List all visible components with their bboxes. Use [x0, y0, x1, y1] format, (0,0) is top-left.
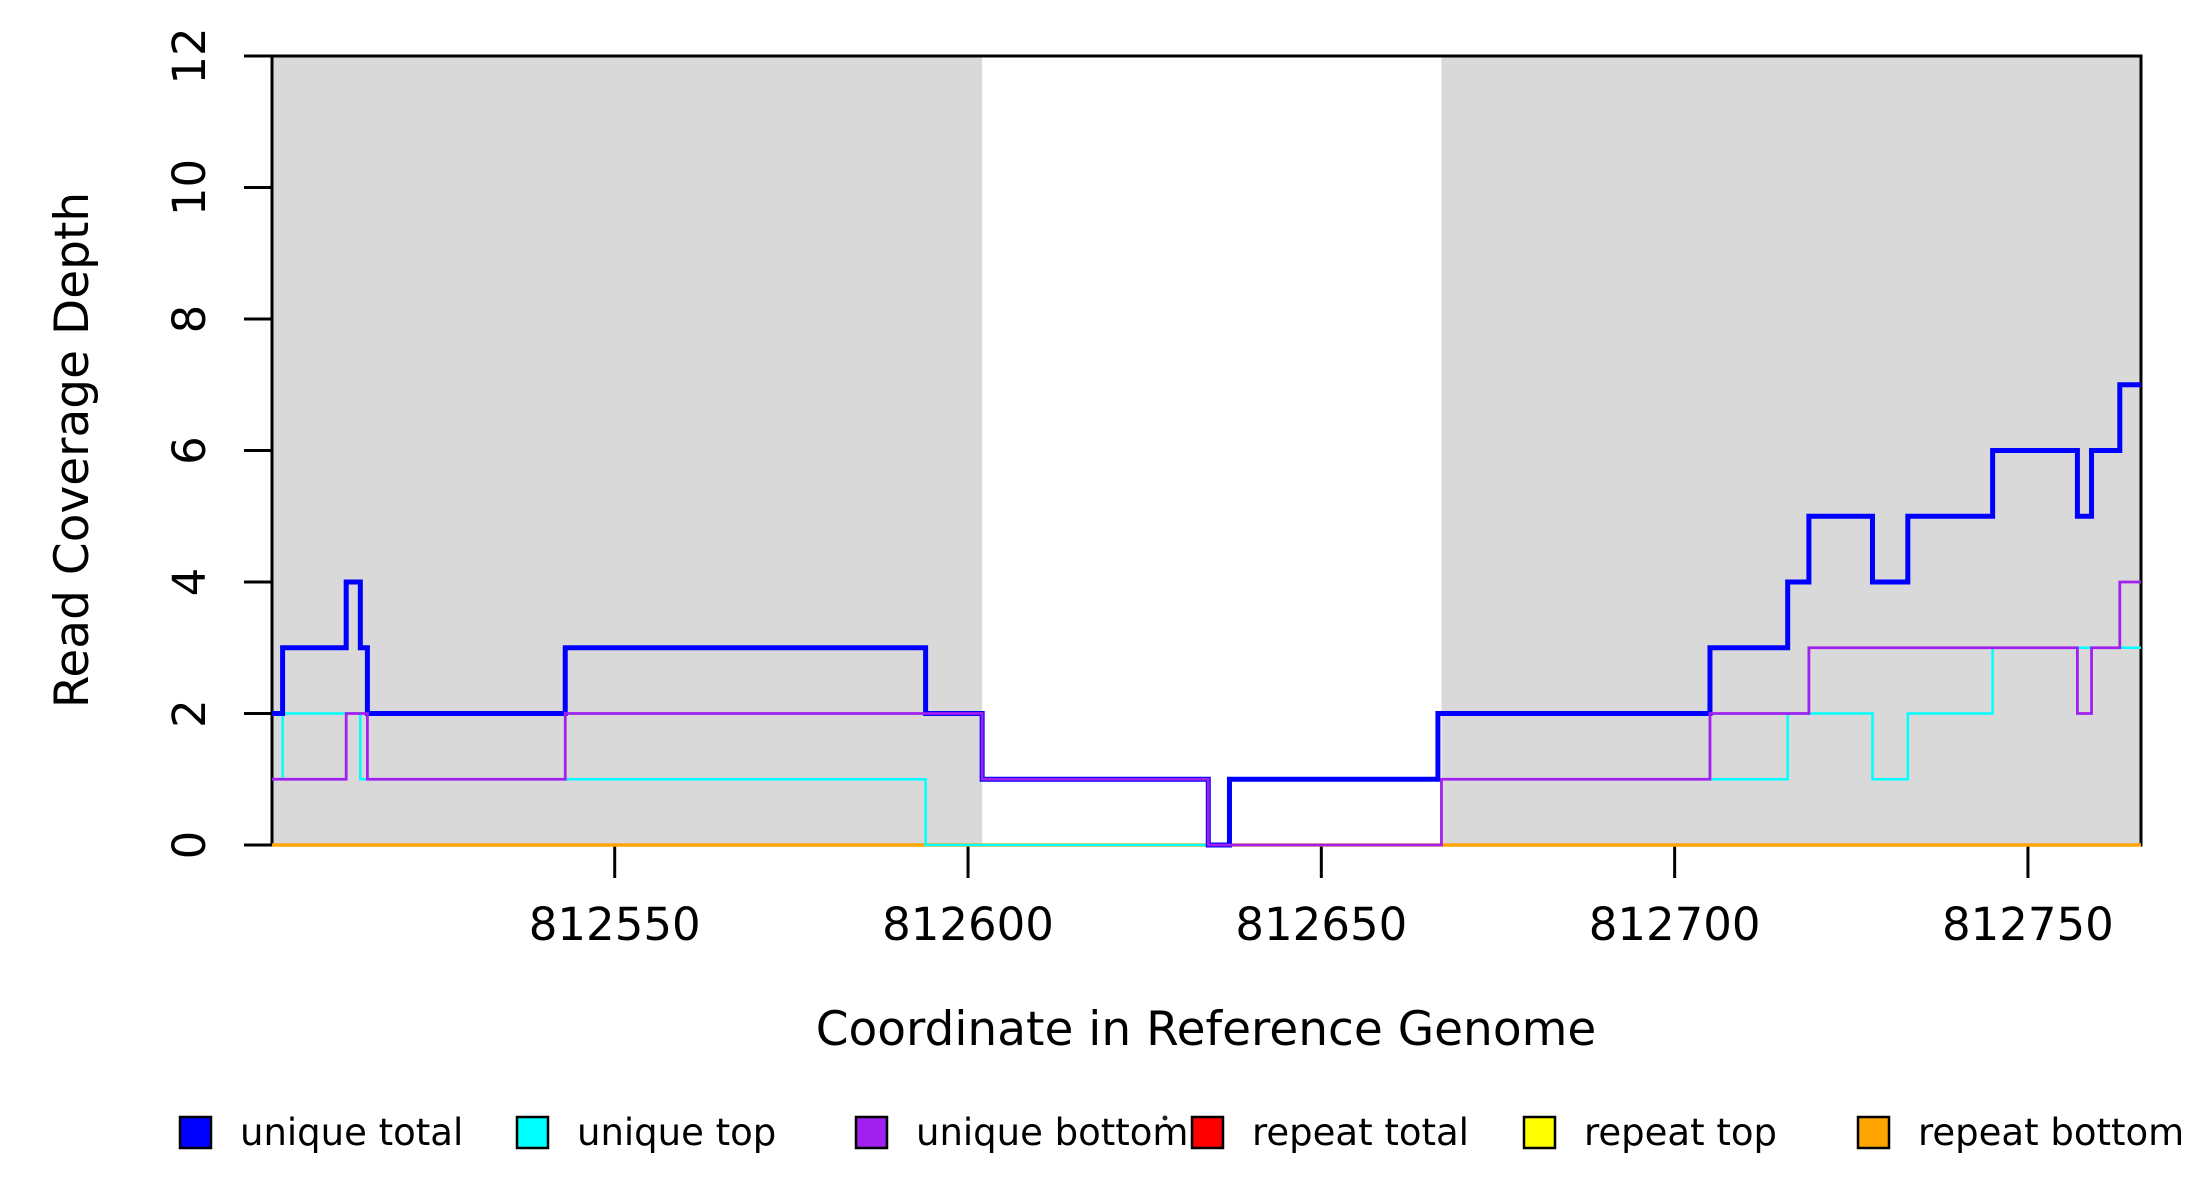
legend-item-unique-total: unique total	[178, 1111, 463, 1154]
stray-dot	[1162, 1115, 1168, 1121]
y-axis-ticks	[244, 54, 272, 847]
legend-swatch-unique-total	[178, 1115, 213, 1150]
legend-label: unique bottom	[916, 1111, 1188, 1154]
legend-item-unique-top: unique top	[515, 1111, 776, 1154]
x-tick-label: 812550	[529, 898, 701, 951]
legend-label: repeat total	[1252, 1111, 1469, 1154]
y-tick-label: 8	[163, 305, 216, 334]
legend-item-unique-bottom: unique bottom	[854, 1111, 1188, 1154]
y-tick-label: 2	[163, 699, 216, 728]
x-axis-title: Coordinate in Reference Genome	[816, 1002, 1597, 1057]
y-tick-label: 10	[163, 159, 216, 216]
legend-item-repeat-total: repeat total	[1190, 1111, 1469, 1154]
series-lines	[272, 382, 2141, 848]
series-unique-total-line	[272, 382, 2141, 848]
legend-swatch-repeat-total	[1190, 1115, 1225, 1150]
y-tick-label: 0	[163, 831, 216, 860]
legend-swatch-repeat-bottom	[1856, 1115, 1891, 1150]
legend-label: unique top	[577, 1111, 776, 1154]
legend-item-repeat-top: repeat top	[1522, 1111, 1777, 1154]
y-tick-label: 6	[163, 436, 216, 465]
y-axis-title: Read Coverage Depth	[45, 192, 100, 708]
legend-label: repeat bottom	[1918, 1111, 2184, 1154]
y-tick-label: 12	[163, 27, 216, 84]
x-tick-label: 812750	[1942, 898, 2114, 951]
masked-region	[272, 56, 983, 845]
x-tick-label: 812700	[1589, 898, 1761, 951]
legend-swatch-repeat-top	[1522, 1115, 1557, 1150]
masked-regions	[272, 56, 2141, 845]
x-tick-label: 812600	[882, 898, 1054, 951]
legend-item-repeat-bottom: repeat bottom	[1856, 1111, 2184, 1154]
y-tick-label: 4	[163, 568, 216, 597]
legend-swatch-unique-top	[515, 1115, 550, 1150]
x-axis-tick-labels: 812550 812600 812650 812700 812750	[529, 898, 2114, 951]
legend: unique total unique top unique bottom re…	[178, 1111, 2184, 1154]
legend-label: unique total	[240, 1111, 463, 1154]
series-unique-bottom-line	[272, 580, 2141, 847]
x-tick-label: 812650	[1235, 898, 1407, 951]
y-axis-tick-labels: 0 2 4 6 8 10 12	[163, 27, 216, 859]
legend-swatch-unique-bottom	[854, 1115, 889, 1150]
legend-label: repeat top	[1584, 1111, 1777, 1154]
x-axis-ticks	[613, 845, 2030, 878]
